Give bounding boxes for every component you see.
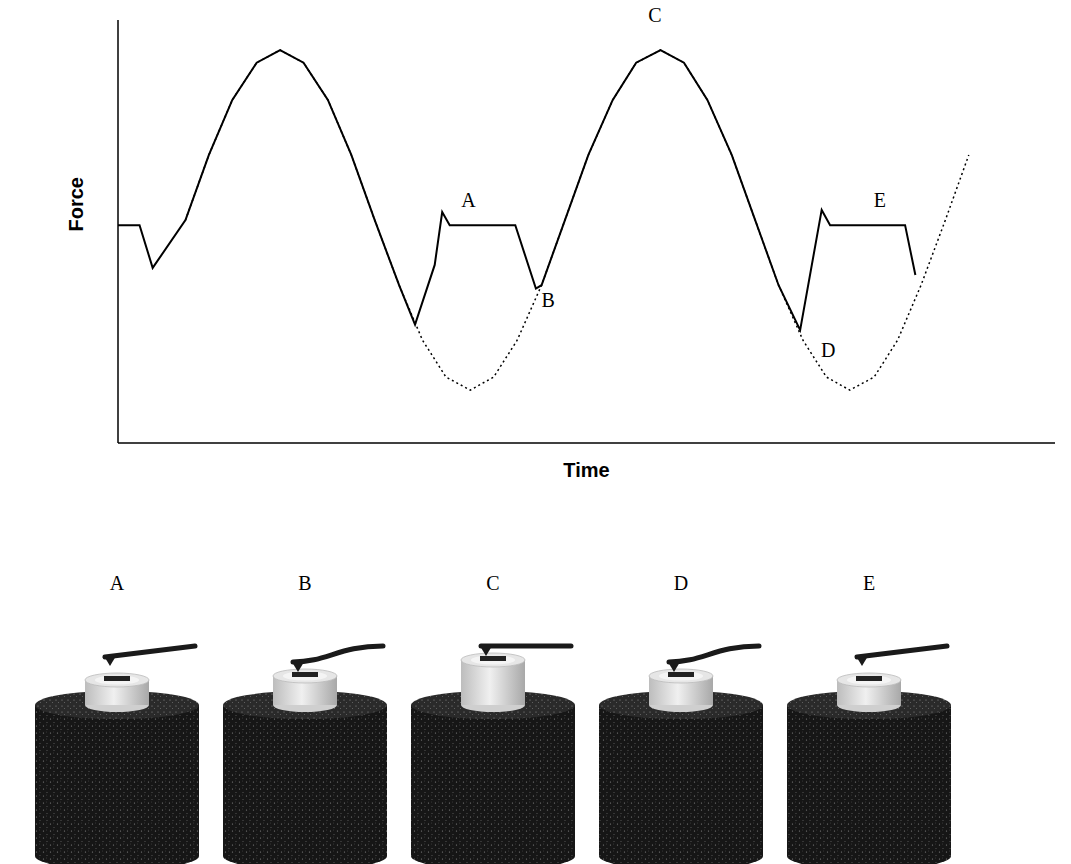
svg-text:E: E — [863, 572, 875, 594]
svg-text:E: E — [874, 189, 886, 211]
svg-text:Force: Force — [65, 177, 87, 231]
svg-text:B: B — [298, 572, 311, 594]
svg-text:C: C — [648, 4, 661, 26]
svg-text:C: C — [486, 572, 499, 594]
svg-text:Time: Time — [563, 459, 609, 481]
svg-text:D: D — [821, 339, 835, 361]
svg-text:A: A — [110, 572, 125, 594]
svg-text:A: A — [461, 189, 476, 211]
svg-text:B: B — [541, 289, 554, 311]
svg-text:D: D — [674, 572, 688, 594]
